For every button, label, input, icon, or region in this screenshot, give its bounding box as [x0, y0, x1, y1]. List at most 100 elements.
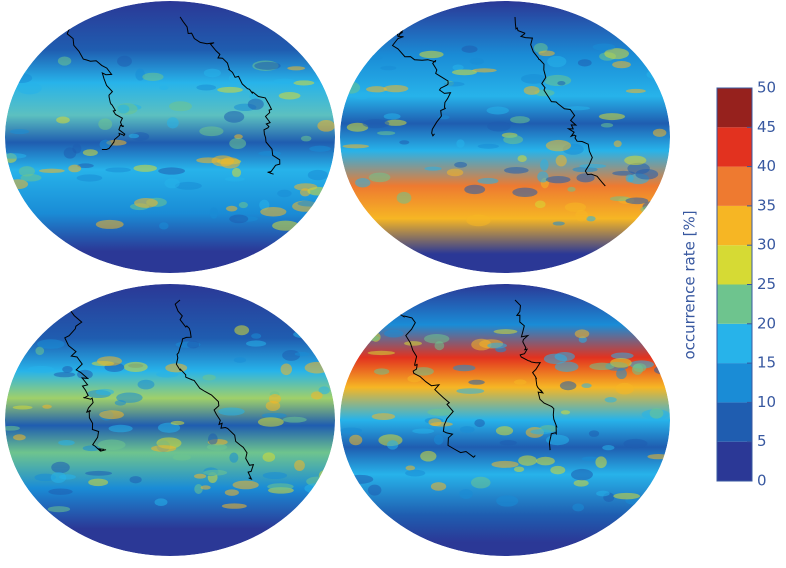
- map-blob: [443, 81, 465, 87]
- map-blob: [18, 166, 35, 177]
- map-blob: [576, 173, 595, 183]
- map-blob: [639, 54, 653, 61]
- map-blob: [530, 429, 552, 435]
- map-blob: [117, 104, 130, 114]
- map-blob: [612, 61, 631, 69]
- map-blob: [203, 68, 221, 78]
- map-blob: [209, 207, 219, 219]
- map-blob: [424, 334, 450, 344]
- map-blob: [5, 425, 20, 431]
- map-blob: [203, 469, 228, 476]
- map-blob: [245, 340, 267, 347]
- map-blob: [232, 480, 259, 490]
- map-blob: [615, 382, 635, 395]
- map-blob: [564, 106, 591, 111]
- map-blob: [464, 184, 486, 195]
- map-blob: [36, 339, 65, 349]
- map-blob: [223, 110, 245, 123]
- colorbar-tick-label: 10: [757, 393, 776, 411]
- coastline: [174, 299, 255, 480]
- map-blob: [304, 483, 330, 494]
- map-blob: [258, 150, 282, 156]
- map-blob: [116, 392, 143, 403]
- map-blob: [98, 118, 113, 130]
- map-blob: [491, 460, 519, 468]
- map-blob: [477, 143, 499, 149]
- map-blob: [640, 205, 664, 214]
- globe-map: [5, 1, 335, 273]
- map-blob: [555, 154, 567, 167]
- colorbar-bin: [717, 284, 752, 324]
- map-blob: [616, 368, 627, 380]
- map-blob: [62, 365, 73, 373]
- map-blob: [459, 426, 475, 433]
- map-blob: [47, 506, 71, 513]
- map-blob: [157, 422, 181, 433]
- map-blob: [468, 379, 485, 385]
- map-blob: [259, 199, 270, 211]
- map-blob: [35, 346, 45, 356]
- map-blob: [346, 474, 374, 484]
- map-blob: [543, 74, 572, 87]
- map-blob: [552, 221, 565, 226]
- map-blob: [503, 135, 524, 145]
- map-blob: [154, 498, 168, 506]
- map-blob: [262, 471, 288, 480]
- map-blob: [493, 329, 518, 335]
- map-blob: [88, 478, 109, 487]
- map-blob: [471, 338, 492, 351]
- map-blob: [575, 209, 588, 222]
- map-blob: [48, 488, 73, 495]
- map-blob: [164, 178, 180, 189]
- map-blob: [396, 191, 412, 204]
- colorbar-tick-label: 0: [757, 472, 767, 490]
- map-blob: [499, 440, 517, 446]
- map-blob: [407, 375, 422, 383]
- map-blob: [137, 379, 155, 390]
- map-blob: [383, 84, 409, 93]
- map-blob: [117, 55, 132, 67]
- map-blob: [13, 434, 26, 441]
- map-blob: [14, 41, 40, 53]
- map-blob: [581, 456, 600, 462]
- colorbar-tick-label: 40: [757, 157, 776, 175]
- globe-map: [340, 1, 670, 273]
- map-blob: [495, 426, 514, 436]
- map-blob: [486, 106, 509, 115]
- map-blob: [380, 65, 397, 71]
- map-blob: [469, 57, 484, 65]
- map-blob: [300, 135, 312, 142]
- map-blob: [646, 70, 665, 80]
- map-blob: [221, 503, 247, 509]
- colorbar-bin: [717, 441, 752, 481]
- map-blob: [5, 499, 24, 509]
- map-field: [5, 1, 335, 273]
- map-blob: [134, 198, 158, 208]
- map-blob: [17, 82, 42, 95]
- map-blob: [349, 434, 363, 446]
- map-blob: [377, 131, 396, 136]
- map-blob: [427, 408, 454, 416]
- map-blob: [451, 69, 477, 76]
- map-blob: [38, 168, 65, 173]
- map-blob: [595, 456, 607, 469]
- map-blob: [456, 388, 485, 394]
- map-blob: [651, 342, 660, 350]
- map-blob: [206, 443, 228, 451]
- map-blob: [342, 81, 361, 94]
- map-blob: [218, 407, 245, 416]
- map-field: [340, 284, 670, 556]
- map-blob: [17, 69, 27, 74]
- map-blob: [588, 430, 600, 437]
- map-blob: [229, 214, 249, 224]
- map-blob: [229, 452, 239, 463]
- map-blob: [304, 361, 330, 374]
- map-blob: [199, 126, 224, 137]
- map-blob: [159, 222, 169, 230]
- map-blob: [474, 419, 485, 428]
- map-blob: [277, 189, 292, 198]
- map-blob: [58, 439, 75, 446]
- map-blob: [309, 145, 331, 152]
- map-blob: [540, 159, 549, 171]
- map-blob: [573, 479, 589, 487]
